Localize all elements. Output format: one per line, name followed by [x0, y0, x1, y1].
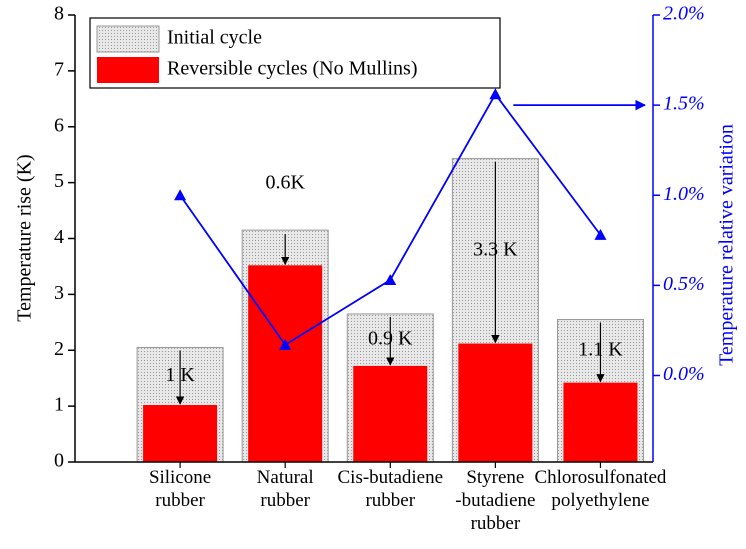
y2-tick-label: 0.0%	[663, 363, 705, 385]
bar	[458, 343, 533, 462]
bar	[143, 405, 218, 462]
x-tick-label: Silicone rubber	[148, 467, 212, 511]
legend-label: Initial cycle	[167, 27, 262, 49]
y-tick-label: 2	[54, 338, 64, 360]
y2-tick-label: 0.5%	[663, 273, 705, 295]
line-marker	[489, 88, 502, 100]
x-tick-label: Chlorosulfonated polyethylene	[534, 467, 667, 511]
y-tick-label: 3	[54, 282, 64, 304]
x-tick-label: Styrene -butadiene rubber	[455, 467, 536, 534]
bar	[563, 382, 638, 462]
legend-label: Reversible cycles (No Mullins)	[167, 58, 418, 80]
line-marker	[594, 228, 607, 240]
y-tick-label: 5	[54, 170, 64, 192]
y2-axis-label: Temperature relative variation	[716, 124, 738, 366]
y2-tick-label: 1.5%	[663, 93, 705, 115]
y-tick-label: 0	[54, 450, 64, 472]
y-tick-label: 7	[54, 58, 64, 80]
annotation: 1.1 K	[578, 339, 623, 361]
y-tick-label: 8	[54, 3, 64, 25]
y-tick-label: 4	[54, 226, 64, 248]
line-marker	[384, 273, 397, 285]
x-tick-label: Cis-butadiene rubber	[337, 467, 444, 511]
y2-tick-label: 1.0%	[663, 183, 705, 205]
bar	[248, 265, 323, 462]
bar	[353, 365, 428, 462]
legend-swatch	[96, 25, 160, 53]
line-marker	[174, 189, 187, 201]
x-tick-label: Natural rubber	[256, 467, 314, 511]
annotation: 3.3 K	[473, 239, 518, 261]
y-tick-label: 6	[54, 114, 64, 136]
y2-tick-label: 2.0%	[663, 3, 705, 25]
annotation: 1 K	[165, 364, 195, 386]
annotation: 0.6K	[265, 172, 305, 194]
y-tick-label: 1	[54, 394, 64, 416]
y-axis-label: Temperature rise (K)	[14, 154, 36, 321]
line-marker	[279, 338, 292, 350]
annotation: 0.9 K	[368, 328, 413, 350]
legend-swatch	[97, 57, 159, 83]
